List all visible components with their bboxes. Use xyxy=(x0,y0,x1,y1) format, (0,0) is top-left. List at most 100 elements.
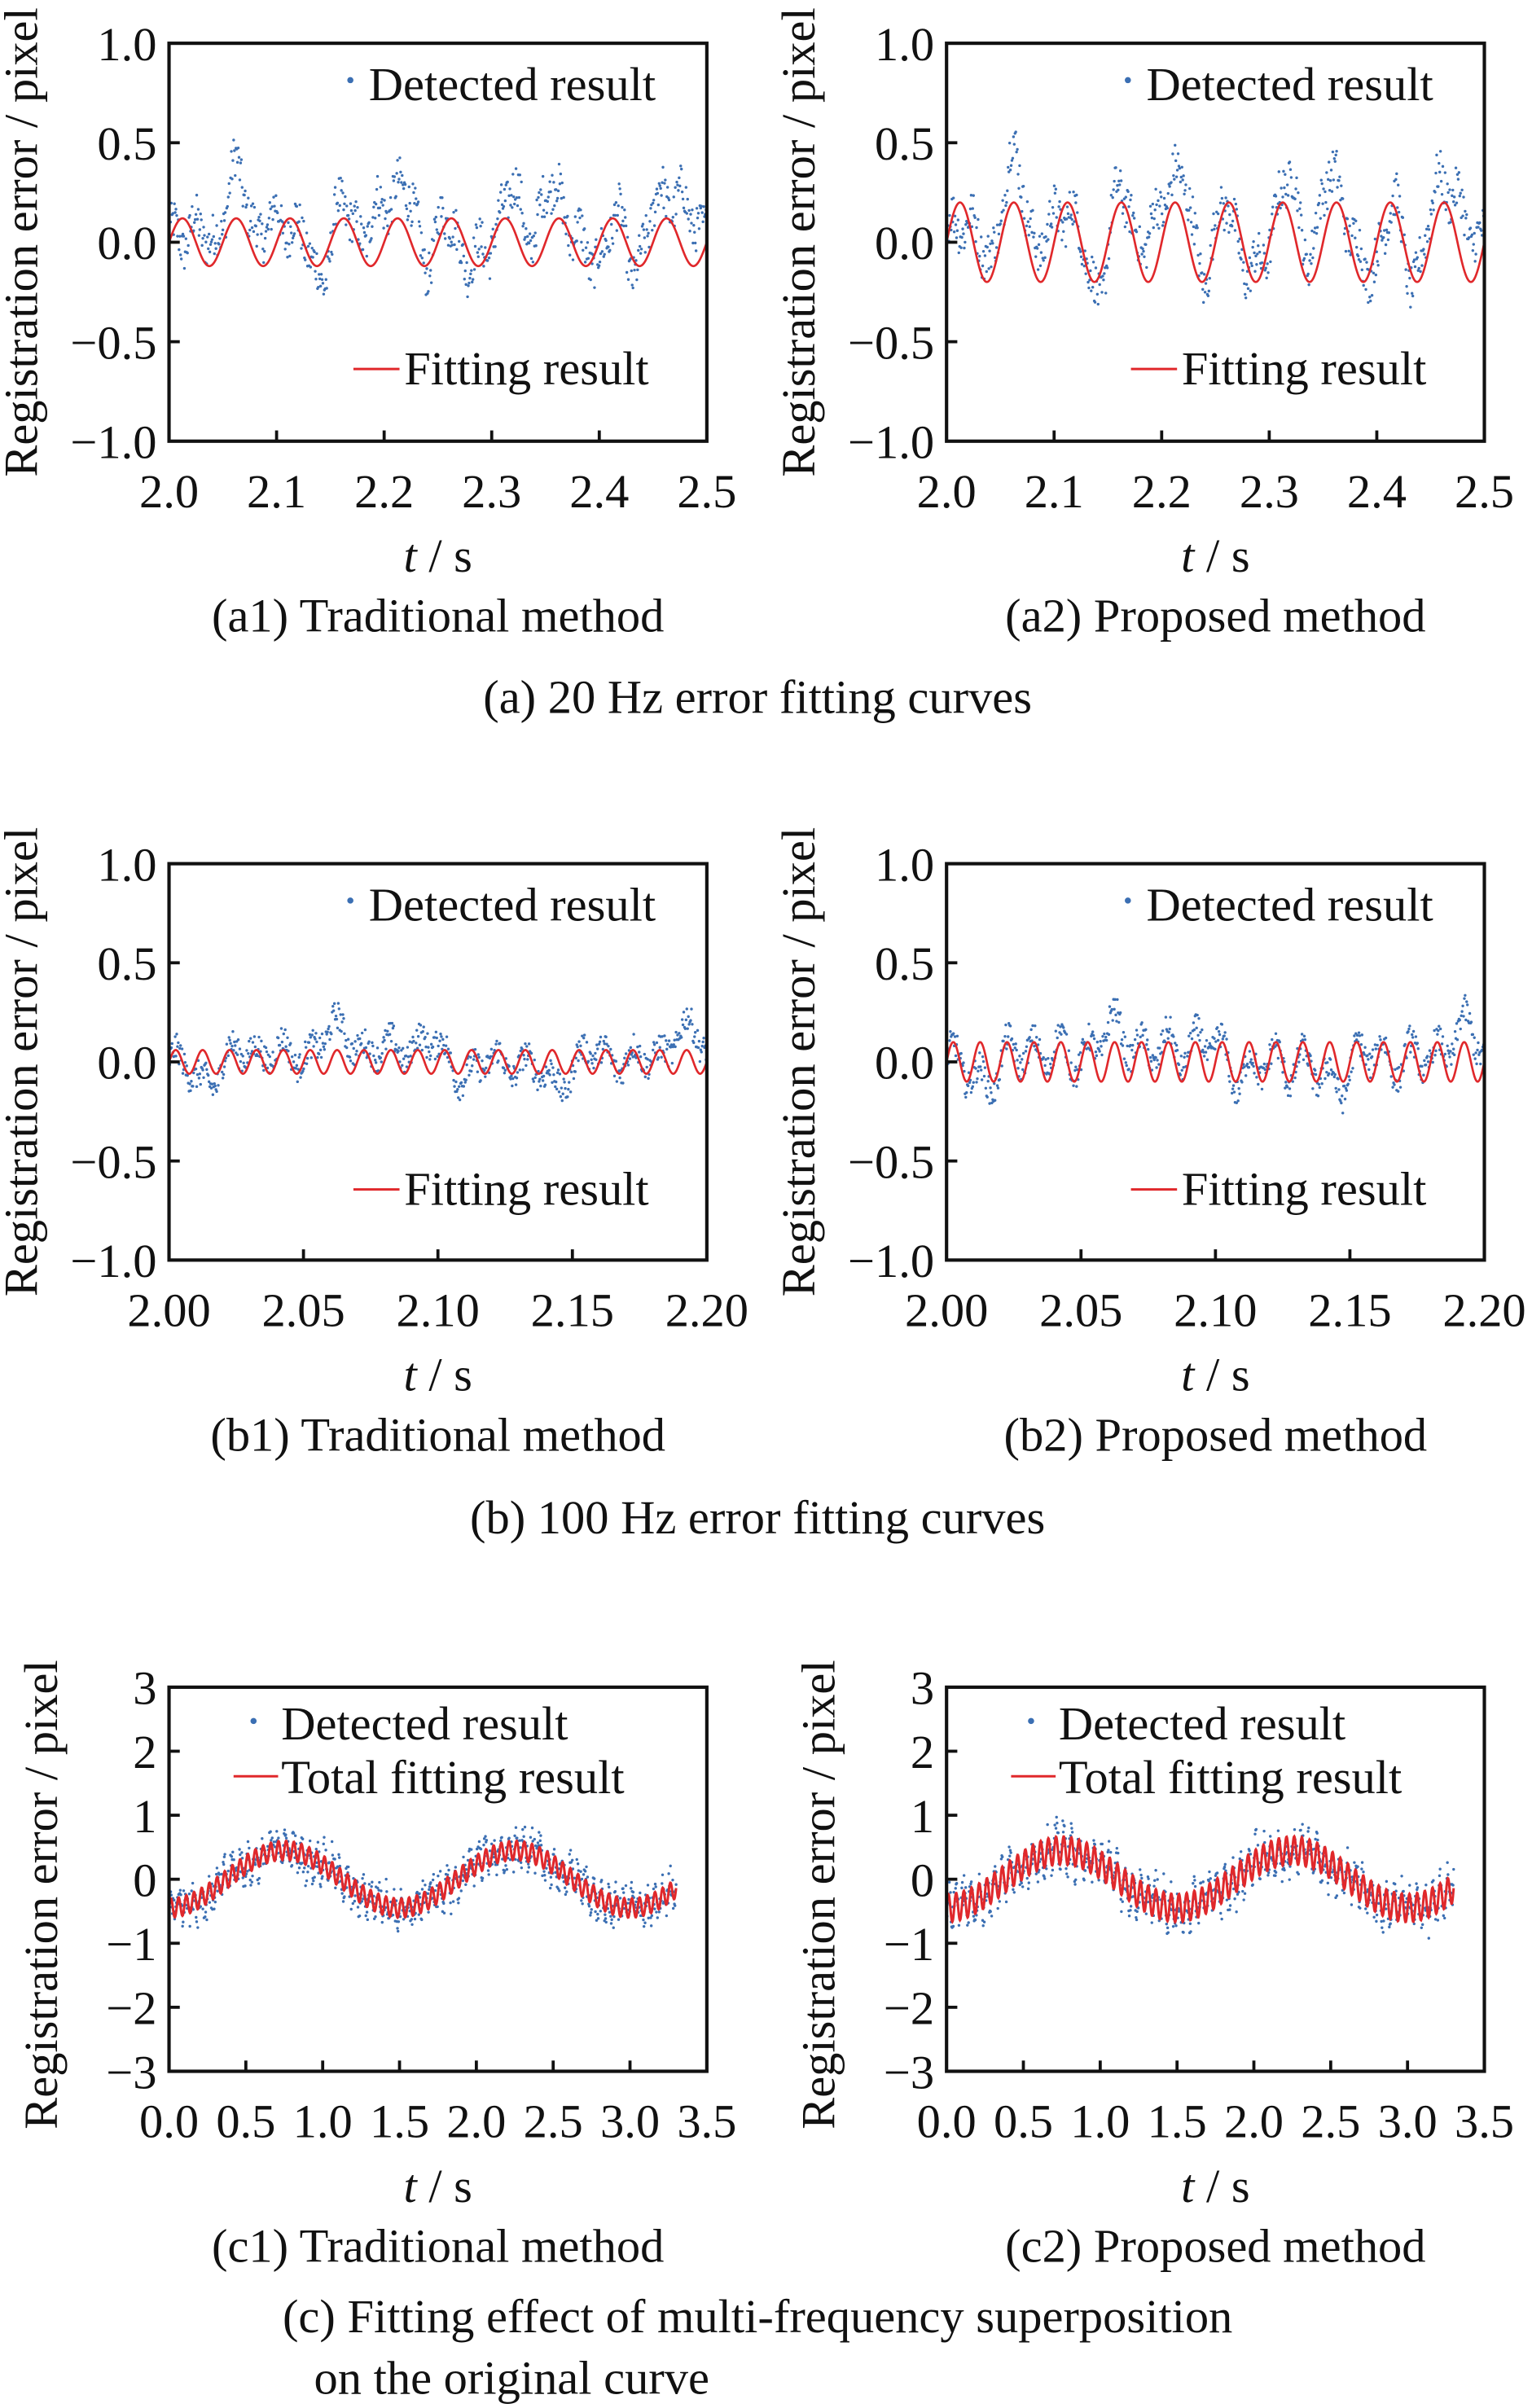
detected-point xyxy=(521,1827,525,1831)
x-tick-label: 1.5 xyxy=(370,2095,429,2148)
detected-point xyxy=(446,1873,450,1876)
detected-point xyxy=(266,1053,270,1056)
detected-point xyxy=(290,1055,294,1059)
detected-point xyxy=(607,1044,610,1048)
y-tick-label: −1.0 xyxy=(70,416,156,469)
detected-point xyxy=(1091,261,1095,264)
detected-point xyxy=(1091,1033,1095,1037)
detected-point xyxy=(1381,239,1384,242)
legend-detected-label: Detected result xyxy=(1059,1697,1345,1750)
detected-point xyxy=(609,1047,612,1051)
detected-point xyxy=(292,1060,296,1064)
detected-point xyxy=(434,1030,438,1033)
detected-point xyxy=(230,1855,234,1858)
detected-point xyxy=(374,1059,377,1062)
detected-point xyxy=(462,1855,465,1859)
detected-point xyxy=(187,1893,191,1896)
detected-point xyxy=(699,1048,702,1051)
detected-point xyxy=(1311,1087,1315,1090)
detected-point xyxy=(196,1926,200,1929)
detected-point xyxy=(595,1058,598,1061)
detected-point xyxy=(385,211,388,214)
detected-point xyxy=(1065,1872,1069,1875)
detected-point xyxy=(986,235,990,238)
y-tick-label: −1.0 xyxy=(848,1235,934,1287)
detected-point xyxy=(440,215,443,218)
detected-point xyxy=(1168,1027,1171,1031)
detected-point xyxy=(438,1039,441,1042)
detected-point xyxy=(1162,1872,1165,1875)
detected-point xyxy=(1379,1038,1382,1042)
detected-point xyxy=(1314,1072,1318,1077)
detected-point xyxy=(617,204,620,208)
detected-point xyxy=(502,1066,506,1070)
detected-point xyxy=(1060,1033,1063,1036)
detected-point xyxy=(532,1080,536,1083)
detected-point xyxy=(428,1885,432,1888)
detected-point xyxy=(1026,220,1030,223)
detected-point xyxy=(1220,1023,1224,1026)
detected-point xyxy=(529,1051,533,1055)
detected-point xyxy=(543,1083,547,1086)
detected-point xyxy=(467,284,470,287)
detected-point xyxy=(505,1867,509,1871)
detected-point xyxy=(511,1084,514,1088)
detected-point xyxy=(635,278,639,282)
detected-point xyxy=(238,1047,242,1050)
detected-point xyxy=(1262,1829,1266,1833)
detected-point xyxy=(1303,1037,1307,1042)
detected-point xyxy=(659,186,662,191)
detected-point xyxy=(1044,1058,1047,1061)
detected-point xyxy=(339,1013,342,1016)
detected-point xyxy=(287,1049,290,1053)
detected-point xyxy=(622,1906,626,1910)
y-tick-label: 0 xyxy=(133,1853,156,1906)
detected-point xyxy=(321,1042,325,1045)
detected-point xyxy=(330,1840,334,1844)
detected-point xyxy=(1092,1037,1096,1041)
detected-point xyxy=(453,243,456,247)
detected-point xyxy=(1477,1053,1481,1056)
detected-point xyxy=(1253,1072,1256,1075)
detected-point xyxy=(578,216,582,220)
detected-point xyxy=(1357,1031,1361,1034)
detected-point xyxy=(610,222,613,226)
detected-point xyxy=(1076,211,1079,214)
detected-point xyxy=(529,239,533,243)
detected-point xyxy=(1008,1849,1012,1852)
detected-point xyxy=(1008,169,1012,172)
detected-point xyxy=(552,1853,555,1856)
detected-point xyxy=(1148,1055,1152,1059)
detected-point xyxy=(229,1042,232,1045)
detected-point xyxy=(441,206,445,210)
detected-point xyxy=(1208,1870,1211,1874)
detected-point xyxy=(538,1080,541,1083)
detected-point xyxy=(239,1853,242,1857)
detected-point xyxy=(951,1924,955,1928)
detected-point xyxy=(1201,271,1204,274)
detected-point xyxy=(1236,1893,1240,1896)
detected-point xyxy=(1007,141,1012,145)
detected-point xyxy=(1216,1026,1219,1029)
detected-point xyxy=(479,1079,482,1082)
detected-point xyxy=(615,1080,619,1083)
detected-point xyxy=(1459,191,1462,195)
detected-point xyxy=(1223,1031,1227,1034)
detected-point xyxy=(1078,250,1082,253)
detected-point xyxy=(583,1870,587,1873)
detected-point xyxy=(374,217,377,220)
detected-point xyxy=(548,1886,552,1890)
detected-point xyxy=(1316,1094,1320,1098)
detected-point xyxy=(669,1864,672,1868)
detected-point xyxy=(239,1052,244,1056)
detected-point xyxy=(286,256,289,259)
detected-point xyxy=(1473,260,1477,263)
detected-point xyxy=(541,215,544,218)
detected-point xyxy=(284,1833,288,1836)
detected-point xyxy=(484,1835,487,1838)
detected-point xyxy=(1470,233,1474,236)
detected-point xyxy=(1174,159,1178,163)
detected-point xyxy=(1038,264,1043,267)
detected-point xyxy=(1235,1910,1238,1914)
detected-point xyxy=(205,1068,209,1072)
